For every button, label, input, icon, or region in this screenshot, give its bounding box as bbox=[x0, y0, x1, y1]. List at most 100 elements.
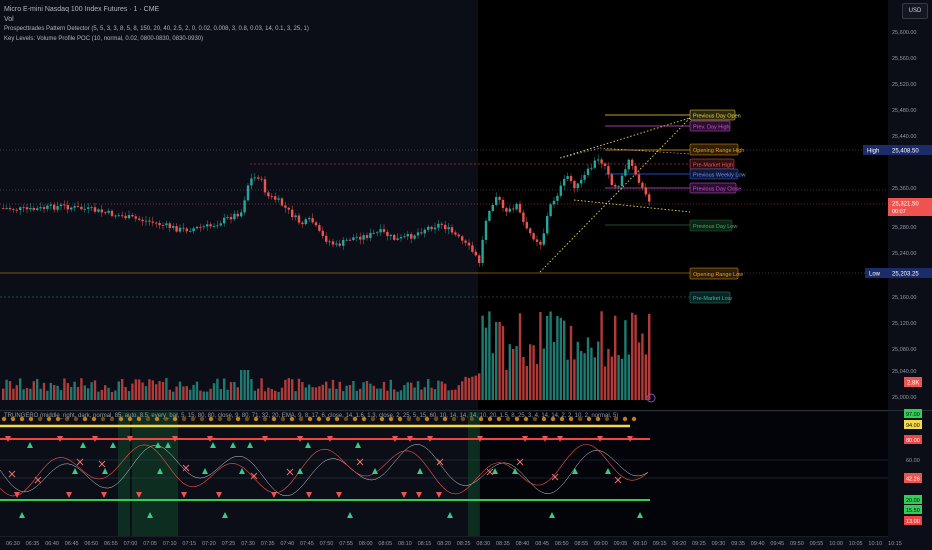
sell-signal-marker bbox=[262, 436, 268, 442]
volume-bar bbox=[396, 391, 399, 400]
volume-bar bbox=[15, 385, 18, 400]
buy-signal-marker bbox=[492, 468, 498, 474]
osc-dot bbox=[496, 416, 502, 422]
time-tick-label: 09:55 bbox=[810, 541, 824, 547]
candle-body bbox=[393, 234, 396, 240]
volume-bar bbox=[345, 385, 348, 400]
candle-body bbox=[87, 207, 90, 209]
volume-bar bbox=[243, 370, 246, 400]
volume-bar bbox=[525, 365, 528, 400]
sell-signal-marker bbox=[522, 436, 528, 442]
price-tick-label: 25,520.00 bbox=[892, 82, 916, 88]
time-tick-label: 08:10 bbox=[398, 541, 412, 547]
volume-bar bbox=[229, 382, 233, 400]
volume-bar bbox=[155, 384, 158, 400]
volume-bar bbox=[406, 382, 409, 400]
volume-bar bbox=[546, 315, 549, 400]
candle-body bbox=[403, 236, 406, 238]
high-value-text: 25,408.50 bbox=[892, 149, 919, 155]
candle-body bbox=[491, 204, 494, 211]
cross-signal-marker bbox=[8, 470, 16, 478]
volume-bar bbox=[199, 390, 202, 400]
osc-dot bbox=[532, 416, 538, 422]
osc-current-value: 42.26 bbox=[906, 477, 920, 483]
sell-signal-marker bbox=[127, 436, 133, 442]
sell-signal-marker bbox=[401, 492, 407, 498]
candle-body bbox=[447, 227, 450, 230]
volume-bar bbox=[580, 350, 583, 400]
time-axis[interactable]: 06:30 06:35 06:40 06:45 06:50 06:55 07:00 07:05… bbox=[0, 536, 932, 550]
volume-bar bbox=[138, 379, 141, 400]
volume-bar bbox=[583, 353, 586, 400]
volume-bar bbox=[359, 388, 362, 400]
volume-bar bbox=[141, 382, 144, 400]
low-value-text: 25,203.25 bbox=[892, 272, 919, 278]
candle-body bbox=[212, 226, 216, 227]
time-tick-label: 07:45 bbox=[300, 541, 314, 547]
sell-signal-marker bbox=[416, 492, 422, 498]
volume-bar bbox=[535, 364, 539, 400]
candle-body bbox=[617, 186, 620, 187]
price-tick-label: 25,240.00 bbox=[892, 251, 916, 257]
volume-legend[interactable]: Vol bbox=[4, 16, 14, 23]
candle-body bbox=[501, 199, 505, 209]
osc-dot bbox=[289, 416, 295, 422]
volume-bar bbox=[308, 384, 311, 400]
time-tick-label: 06:55 bbox=[104, 541, 118, 547]
oscillator-axis[interactable]: 97.00 94.00 80.00 60.00 42.26 20.00 15.5… bbox=[888, 409, 932, 539]
candle-body bbox=[484, 220, 488, 240]
candle-body bbox=[2, 208, 5, 209]
volume-bar bbox=[114, 390, 117, 400]
osc-dot bbox=[109, 416, 115, 422]
time-tick-label: 09:05 bbox=[614, 541, 628, 547]
candle-body bbox=[246, 185, 250, 201]
currency-button[interactable]: USD bbox=[902, 3, 928, 19]
volume-bar bbox=[508, 344, 511, 400]
osc-green-zone bbox=[468, 412, 480, 536]
candle-body bbox=[144, 220, 148, 222]
last-bar-marker-icon[interactable] bbox=[646, 393, 656, 403]
volume-bar bbox=[515, 346, 518, 400]
volume-bar bbox=[267, 387, 270, 400]
sell-signal-marker bbox=[427, 436, 433, 442]
volume-bar bbox=[376, 388, 379, 400]
osc-dot bbox=[217, 416, 223, 422]
candle-body bbox=[498, 196, 501, 200]
volume-bar bbox=[335, 388, 338, 400]
osc-green-zone bbox=[132, 412, 178, 536]
candle-body bbox=[56, 206, 59, 210]
indicator-pattern-detector[interactable]: Prospecttrades Pattern Detector (5, 5, 3… bbox=[4, 26, 309, 32]
time-tick-label: 07:25 bbox=[222, 541, 236, 547]
volume-bar bbox=[42, 382, 46, 400]
oscillator-line-signal bbox=[0, 444, 649, 497]
candle-body bbox=[644, 187, 647, 195]
oscillator-title[interactable]: TRUNGERO (middle_right, dark, normal, 85… bbox=[4, 413, 619, 419]
osc-signal-markers bbox=[5, 436, 643, 518]
volume-bar bbox=[569, 325, 573, 400]
candle-body bbox=[308, 218, 311, 220]
candle-body bbox=[260, 178, 263, 180]
buy-signal-marker bbox=[147, 512, 153, 518]
osc-dot bbox=[379, 416, 385, 422]
chart-title[interactable]: Micro E-mini Nasdaq 100 Index Futures · … bbox=[4, 6, 160, 13]
candle-body bbox=[481, 239, 484, 263]
osc-dot bbox=[631, 416, 637, 422]
volume-bar bbox=[121, 378, 124, 400]
volume-bar bbox=[250, 379, 253, 400]
osc-dot bbox=[19, 416, 25, 422]
price-axis[interactable]: 25,600.00 25,560.00 25,520.00 25,480.00 25,4… bbox=[863, 0, 932, 410]
time-tick-label: 06:35 bbox=[26, 541, 40, 547]
cross-signal-marker bbox=[286, 468, 294, 476]
osc-dot bbox=[622, 416, 628, 422]
candle-body bbox=[155, 222, 158, 224]
candle-body bbox=[603, 163, 607, 167]
indicator-key-levels[interactable]: Key Levels: Volume Profile POC (10, norm… bbox=[4, 36, 204, 42]
candle-body bbox=[362, 235, 365, 240]
osc-dot bbox=[343, 416, 349, 422]
current-countdown-text: 00:07 bbox=[892, 209, 906, 215]
buy-signal-marker bbox=[165, 442, 171, 448]
volume-bar bbox=[110, 391, 114, 400]
osc-dot bbox=[91, 416, 97, 422]
cross-signal-marker bbox=[98, 460, 106, 468]
